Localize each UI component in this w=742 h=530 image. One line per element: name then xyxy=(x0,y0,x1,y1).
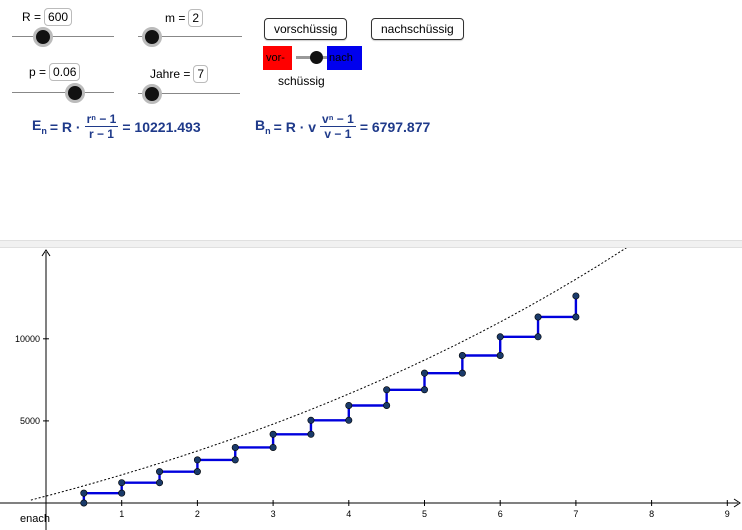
formula-bn-result: = 6797.877 xyxy=(359,118,431,135)
formula-bn-eq: = R · v xyxy=(273,118,317,135)
slider-r-label: R = 600 xyxy=(22,8,73,26)
slider-jahre-value[interactable]: 7 xyxy=(193,65,209,83)
data-point[interactable] xyxy=(269,430,277,438)
formula-bn-lhs: Bn xyxy=(255,117,271,136)
formula-bn-fraction: vⁿ − 1 v − 1 xyxy=(320,112,356,141)
data-point[interactable] xyxy=(383,386,391,394)
panel-divider xyxy=(0,240,742,248)
x-tick-label-5: 5 xyxy=(422,509,427,519)
axes xyxy=(0,249,741,530)
formula-bn: Bn = R · v vⁿ − 1 v − 1 = 6797.877 xyxy=(255,112,430,141)
data-point[interactable] xyxy=(231,456,239,464)
data-point[interactable] xyxy=(269,443,277,451)
formula-en-numerator: rⁿ − 1 xyxy=(84,112,119,127)
formula-en-eq: = R · xyxy=(49,118,81,135)
x-tick-label-4: 4 xyxy=(346,509,351,519)
toggle-caption: schüssig xyxy=(278,74,325,88)
data-point[interactable] xyxy=(534,333,542,341)
slider-jahre-label: Jahre = 7 xyxy=(150,65,209,83)
slider-jahre-track[interactable] xyxy=(138,93,240,94)
data-point[interactable] xyxy=(534,313,542,321)
slider-m-track[interactable] xyxy=(138,36,242,37)
data-point[interactable] xyxy=(458,351,466,359)
data-point[interactable] xyxy=(118,479,126,487)
slider-r-track[interactable] xyxy=(12,36,114,37)
slider-r-knob[interactable] xyxy=(33,27,53,47)
x-tick-label-2: 2 xyxy=(195,509,200,519)
slider-p-value[interactable]: 0.06 xyxy=(49,63,81,81)
formula-en-lhs: En xyxy=(32,117,47,136)
slider-p-label: p = 0.06 xyxy=(29,63,81,81)
formula-en-fraction: rⁿ − 1 r − 1 xyxy=(84,112,119,141)
slider-m-label: m = 2 xyxy=(165,9,204,27)
formula-bn-denominator: v − 1 xyxy=(324,127,352,141)
slider-m-value[interactable]: 2 xyxy=(188,9,204,27)
data-point[interactable] xyxy=(156,468,164,476)
slider-p-knob[interactable] xyxy=(65,83,85,103)
x-tick-label-6: 6 xyxy=(498,509,503,519)
data-point[interactable] xyxy=(572,313,580,321)
toggle-vor-label[interactable]: vor- xyxy=(263,46,292,70)
data-point[interactable] xyxy=(156,479,164,487)
data-point[interactable] xyxy=(307,416,315,424)
data-point[interactable] xyxy=(80,499,88,507)
slider-m-name: m = xyxy=(165,11,186,25)
x-tick-label-9: 9 xyxy=(725,509,730,519)
slider-jahre-knob[interactable] xyxy=(142,84,162,104)
data-point[interactable] xyxy=(118,489,126,497)
data-point[interactable] xyxy=(458,369,466,377)
slider-m-knob[interactable] xyxy=(142,27,162,47)
slider-jahre-name: Jahre = xyxy=(150,67,191,81)
slider-r-value[interactable]: 600 xyxy=(44,8,73,26)
slider-p-track[interactable] xyxy=(12,92,114,93)
data-point[interactable] xyxy=(307,430,315,438)
interest-curve xyxy=(30,248,627,501)
formula-en-denominator: r − 1 xyxy=(88,127,114,141)
y-axis-arrow xyxy=(41,249,51,257)
toggle-knob[interactable] xyxy=(310,51,323,64)
formula-en: En = R · rⁿ − 1 r − 1 = 10221.493 xyxy=(32,112,201,141)
x-tick-label-7: 7 xyxy=(573,509,578,519)
data-point[interactable] xyxy=(420,369,428,377)
x-tick-label-3: 3 xyxy=(271,509,276,519)
vorschuessig-button[interactable]: vorschüssig xyxy=(264,18,348,40)
data-point[interactable] xyxy=(80,489,88,497)
data-point[interactable] xyxy=(496,333,504,341)
formula-bn-numerator: vⁿ − 1 xyxy=(320,112,356,127)
graph-view[interactable]: 1 2 3 4 5 6 7 8 9 5000 10000 xyxy=(0,248,742,530)
tick-labels: 1 2 3 4 5 6 7 8 9 5000 10000 xyxy=(15,334,730,519)
point-series xyxy=(80,292,580,507)
data-point[interactable] xyxy=(420,386,428,394)
data-point[interactable] xyxy=(496,351,504,359)
data-point[interactable] xyxy=(345,416,353,424)
graph-label-enach: enach xyxy=(20,513,50,525)
y-tick-label-10000: 10000 xyxy=(15,334,40,344)
y-tick-label-5000: 5000 xyxy=(20,416,40,426)
formula-en-result: = 10221.493 xyxy=(122,118,201,135)
data-point[interactable] xyxy=(383,401,391,409)
nachschuessig-button[interactable]: nachschüssig xyxy=(371,18,464,40)
data-point[interactable] xyxy=(572,292,580,300)
x-tick-label-1: 1 xyxy=(119,509,124,519)
x-tick-label-8: 8 xyxy=(649,509,654,519)
data-point[interactable] xyxy=(193,456,201,464)
data-point[interactable] xyxy=(345,401,353,409)
data-point[interactable] xyxy=(231,443,239,451)
slider-p-name: p = xyxy=(29,65,47,79)
toggle-nach-label[interactable]: nach xyxy=(327,46,362,70)
data-point[interactable] xyxy=(193,468,201,476)
x-axis-arrow xyxy=(733,498,741,508)
slider-r-name: R = xyxy=(22,10,42,24)
